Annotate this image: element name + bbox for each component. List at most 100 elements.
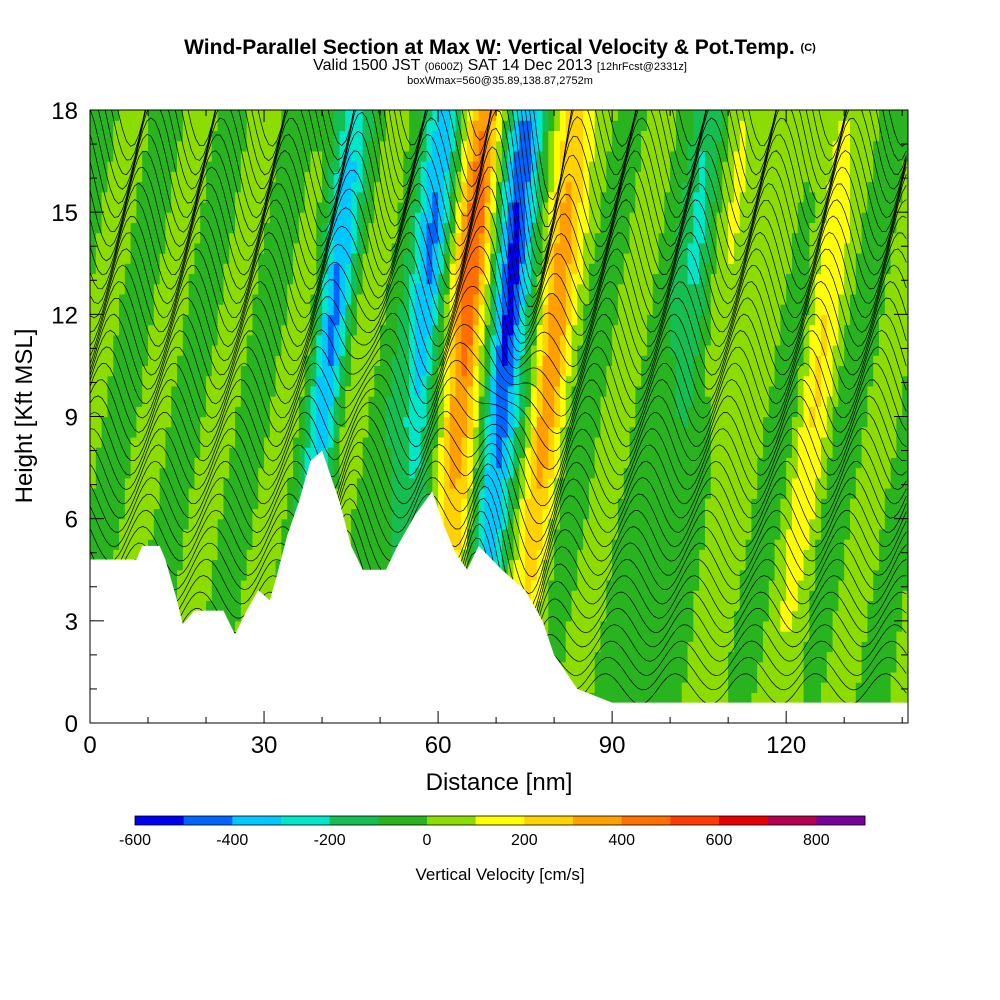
field-cell xyxy=(200,365,207,377)
field-cell xyxy=(362,171,370,183)
field-cell xyxy=(124,242,132,254)
field-cell xyxy=(414,161,422,172)
field-cell xyxy=(252,273,259,285)
field-cell xyxy=(333,242,341,254)
field-cell xyxy=(414,242,422,254)
field-cell xyxy=(443,181,451,193)
field-cell xyxy=(426,120,433,132)
field-cell xyxy=(397,457,404,469)
field-cell xyxy=(345,416,352,428)
field-cell xyxy=(298,150,306,162)
field-cell xyxy=(293,242,300,254)
field-cell xyxy=(356,273,364,285)
field-cell xyxy=(206,191,213,203)
field-cell xyxy=(397,150,404,162)
field-cell xyxy=(153,110,161,121)
field-cell xyxy=(136,253,143,264)
field-cell xyxy=(432,140,439,152)
field-cell xyxy=(269,293,277,305)
field-cell xyxy=(101,140,108,152)
field-cell xyxy=(229,385,236,397)
field-cell xyxy=(501,140,509,152)
field-cell xyxy=(130,110,138,121)
field-cell xyxy=(200,559,207,571)
field-cell xyxy=(153,426,161,438)
field-cell xyxy=(420,467,428,479)
field-cell xyxy=(374,539,381,550)
field-cell xyxy=(426,344,433,356)
field-cell xyxy=(513,212,520,223)
field-cell xyxy=(177,344,184,356)
field-cell xyxy=(449,334,457,346)
field-cell xyxy=(507,508,515,520)
field-cell xyxy=(449,508,457,520)
field-cell xyxy=(153,365,161,377)
field-cell xyxy=(496,426,503,438)
field-cell xyxy=(304,253,312,264)
field-cell xyxy=(362,232,370,244)
field-cell xyxy=(374,447,381,458)
field-cell xyxy=(484,212,491,223)
field-cell xyxy=(507,559,515,571)
field-cell xyxy=(345,447,352,458)
field-cell xyxy=(530,457,538,469)
field-cell xyxy=(496,344,503,356)
field-cell xyxy=(246,324,254,336)
field-cell xyxy=(316,232,323,244)
field-cell xyxy=(530,191,538,203)
field-cell xyxy=(101,396,108,407)
field-cell xyxy=(264,569,271,581)
field-cell xyxy=(542,539,549,550)
field-cell xyxy=(507,569,515,581)
field-cell xyxy=(374,488,381,499)
field-cell xyxy=(119,518,126,530)
field-cell xyxy=(339,416,346,428)
field-cell xyxy=(327,232,335,244)
field-cell xyxy=(217,304,225,315)
field-cell xyxy=(397,334,404,346)
field-cell xyxy=(380,263,387,275)
field-cell xyxy=(298,130,306,142)
field-cell xyxy=(200,396,207,407)
field-cell xyxy=(310,212,317,223)
field-cell xyxy=(443,232,451,244)
field-cell xyxy=(391,110,399,121)
field-cell xyxy=(507,344,515,356)
field-cell xyxy=(426,385,433,397)
field-cell xyxy=(559,293,567,305)
field-cell xyxy=(217,314,225,326)
field-cell xyxy=(200,600,207,612)
field-cell xyxy=(119,334,126,346)
field-cell xyxy=(368,232,375,244)
field-cell xyxy=(165,457,172,469)
field-cell xyxy=(252,467,259,479)
field-cell xyxy=(217,385,225,397)
field-cell xyxy=(217,365,225,377)
field-cell xyxy=(235,171,242,183)
field-cell xyxy=(559,273,567,285)
field-cell xyxy=(136,334,143,346)
field-cell xyxy=(148,365,155,377)
field-cell xyxy=(229,314,236,326)
field-cell xyxy=(304,365,312,377)
field-cell xyxy=(316,334,323,346)
field-cell xyxy=(206,406,213,418)
field-cell xyxy=(449,457,457,469)
field-cell xyxy=(101,283,108,295)
field-cell xyxy=(275,355,283,367)
field-cell xyxy=(559,467,567,479)
field-cell xyxy=(101,314,108,326)
field-cell xyxy=(513,365,520,377)
field-cell xyxy=(507,191,515,203)
field-cell xyxy=(310,344,317,356)
field-cell xyxy=(287,232,294,244)
field-cell xyxy=(501,498,509,510)
field-cell xyxy=(461,283,468,295)
field-cell xyxy=(339,293,346,305)
field-cell xyxy=(177,222,184,234)
field-cell xyxy=(258,447,265,458)
field-cell xyxy=(182,467,190,479)
field-cell xyxy=(165,406,172,418)
field-cell xyxy=(559,324,567,336)
field-cell xyxy=(536,140,544,152)
